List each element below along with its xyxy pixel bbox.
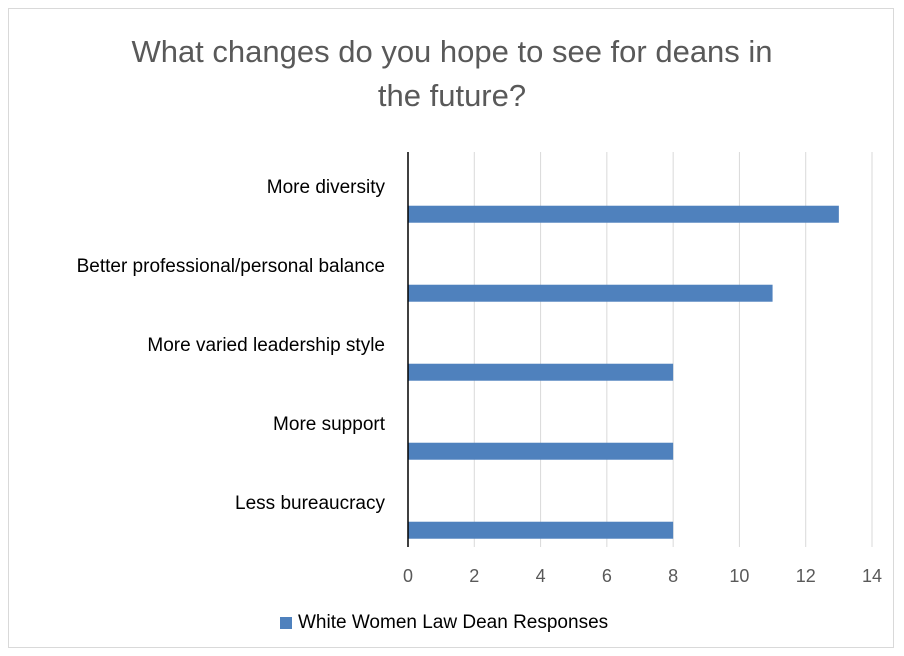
chart-title-line-1: What changes do you hope to see for dean… <box>131 34 773 69</box>
x-tick-label: 0 <box>403 566 413 586</box>
legend-label: White Women Law Dean Responses <box>298 612 609 633</box>
category-label: More varied leadership style <box>147 335 385 356</box>
bar <box>408 442 674 460</box>
category-label: Better professional/personal balance <box>77 256 385 277</box>
chart-title-line-2: the future? <box>377 78 527 113</box>
x-tick-label: 6 <box>602 566 612 586</box>
x-tick-label: 8 <box>668 566 678 586</box>
bar <box>408 363 674 381</box>
x-tick-label: 14 <box>862 566 882 586</box>
x-tick-label: 10 <box>729 566 749 586</box>
bar <box>408 205 839 223</box>
x-tick-label: 2 <box>469 566 479 586</box>
x-tick-label: 4 <box>536 566 546 586</box>
x-tick-label: 12 <box>796 566 816 586</box>
bar <box>408 521 674 539</box>
category-label: More diversity <box>267 177 386 198</box>
category-label: Less bureaucracy <box>235 493 385 514</box>
legend-swatch <box>280 617 292 629</box>
chart-frame <box>8 8 894 648</box>
legend: White Women Law Dean Responses <box>280 611 608 635</box>
chart-title: What changes do you hope to see for dean… <box>0 30 904 118</box>
bar <box>408 284 773 302</box>
category-label: More support <box>273 414 386 435</box>
